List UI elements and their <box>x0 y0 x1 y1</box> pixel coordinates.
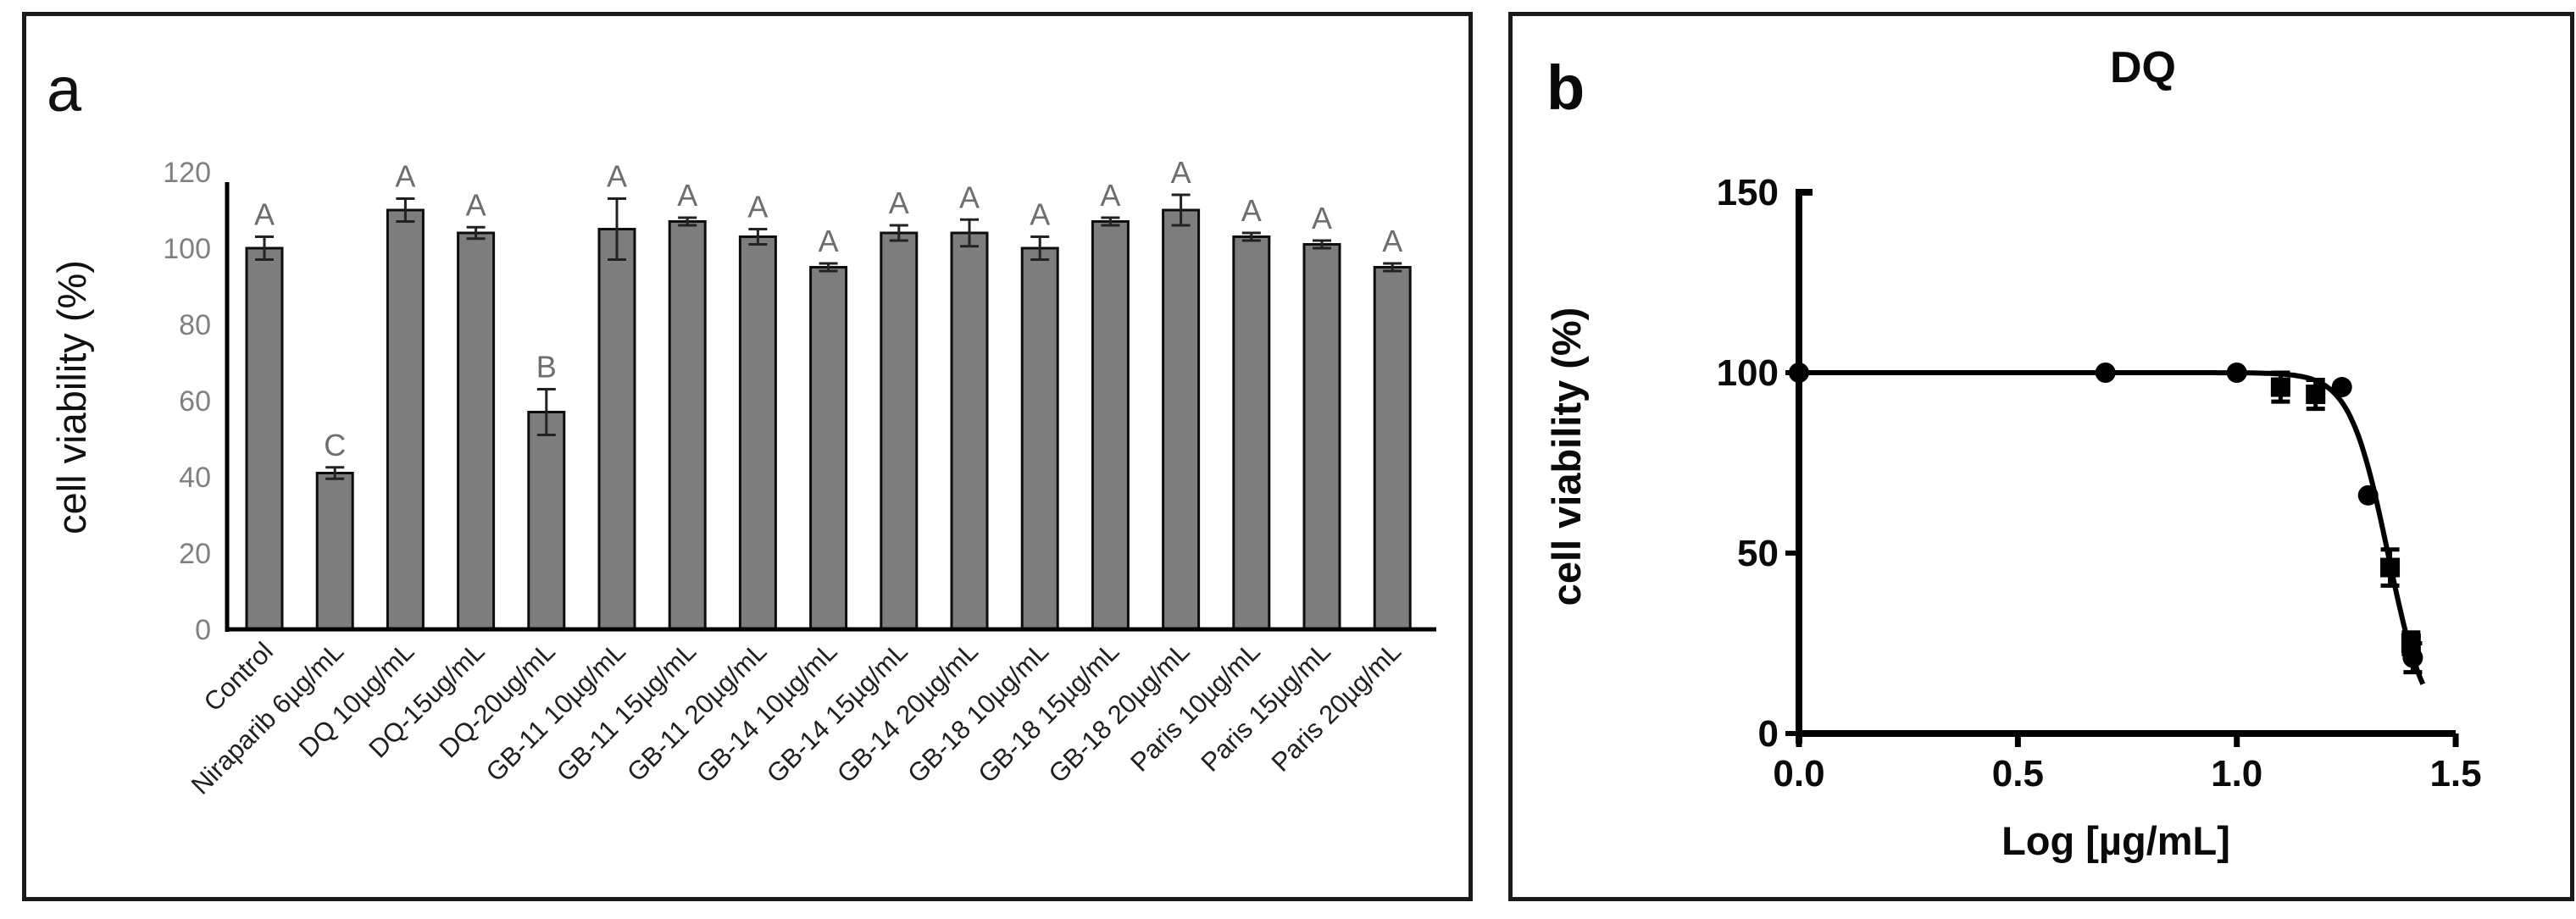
panel-b-y-axis-title: cell viability (%) <box>1544 307 1589 606</box>
panel-a-y-axis-title: cell viability (%) <box>49 260 94 534</box>
y-tick-label: 40 <box>179 462 211 494</box>
significance-letter: A <box>677 178 697 213</box>
significance-letter: B <box>536 350 557 385</box>
bar <box>950 231 989 631</box>
panel-b-x-axis-title: Log [µg/mL] <box>2001 818 2230 863</box>
y-tick-label: 150 <box>1717 172 1779 213</box>
x-tick-label: 1.0 <box>2211 753 2262 794</box>
bar <box>1232 235 1271 631</box>
significance-letter: A <box>1030 197 1050 232</box>
data-point-circle <box>2331 377 2352 398</box>
bar <box>315 472 354 631</box>
significance-letter: C <box>324 428 346 462</box>
data-point-square <box>2401 634 2421 653</box>
bar <box>527 411 566 631</box>
data-point-circle <box>2357 484 2379 506</box>
y-tick-label: 100 <box>1717 352 1779 394</box>
dose-response-svg: b DQ cell viability (%) Log [µg/mL] 0.0 0… <box>1544 43 2482 863</box>
panel-b-dose-response: b DQ cell viability (%) Log [µg/mL] 0.0 0… <box>1508 12 2574 901</box>
significance-letter: A <box>959 180 980 214</box>
bar <box>1162 208 1201 631</box>
significance-letter: A <box>747 190 768 224</box>
significance-letter: A <box>607 159 627 194</box>
significance-letter: A <box>466 187 486 222</box>
y-tick-labels: 0 20 40 60 80 100 120 <box>163 157 211 646</box>
bar-chart-svg: a cell viability (%) A C A A B A A A A A A A A A A A A 0… <box>47 54 1436 800</box>
significance-letter: A <box>1382 224 1402 258</box>
data-point-circle <box>2226 363 2247 383</box>
panel-b-title: DQ <box>2110 43 2176 92</box>
significance-letter: A <box>819 224 839 258</box>
panel-a-letter: a <box>47 54 82 125</box>
x-tick-label: 1.5 <box>2429 753 2481 794</box>
bar <box>809 266 848 631</box>
bars-layer: A C A A B A A A A A A A A A A A A <box>245 155 1412 631</box>
significance-letter: A <box>1171 155 1191 190</box>
data-point-circle <box>1789 363 1809 383</box>
x-tick-label: 0.0 <box>1773 753 1824 794</box>
significance-letter: A <box>395 159 415 194</box>
category-label: Paris 20µg/mL <box>1266 636 1407 778</box>
dose-response-curve <box>1799 370 2426 685</box>
bar <box>738 235 777 631</box>
bar <box>457 231 496 631</box>
y-tick-label: 0 <box>1758 713 1779 755</box>
y-tick-label: 120 <box>163 157 211 189</box>
data-point-circle <box>2095 363 2116 383</box>
y-tick-label: 50 <box>1737 533 1779 574</box>
axes-layer: 0.0 0.5 1.0 1.5 0 50 100 150 <box>1717 172 2482 794</box>
axis-frame <box>1796 189 2457 744</box>
panel-b-letter: b <box>1546 53 1585 123</box>
panel-a-bar-chart: a cell viability (%) A C A A B A A A A A A A A A A A A 0… <box>22 12 1473 901</box>
y-tick-label: 0 <box>195 614 211 646</box>
bar <box>1373 266 1412 631</box>
bar <box>597 228 636 631</box>
y-tick-label: 80 <box>179 309 211 341</box>
significance-letter: A <box>1312 201 1332 235</box>
data-points-layer <box>1789 363 2423 675</box>
data-point-square <box>2380 557 2401 578</box>
x-tick-label: 0.5 <box>1992 753 2044 794</box>
significance-letter: A <box>1241 193 1262 228</box>
significance-letter: A <box>254 197 275 232</box>
significance-letter: A <box>889 185 909 220</box>
data-point-square <box>2306 385 2326 405</box>
significance-letter: A <box>1100 178 1120 213</box>
bar <box>1302 243 1341 631</box>
bar <box>1091 220 1130 631</box>
bar <box>880 231 919 631</box>
bar <box>245 246 284 631</box>
y-tick-label: 100 <box>163 233 211 265</box>
fit-curve-layer <box>1799 370 2426 685</box>
bar <box>1020 246 1059 631</box>
bar <box>668 220 707 631</box>
y-tick-label: 20 <box>179 538 211 570</box>
bar <box>386 208 425 631</box>
data-point-square <box>2270 377 2290 397</box>
y-tick-label: 60 <box>179 385 211 418</box>
